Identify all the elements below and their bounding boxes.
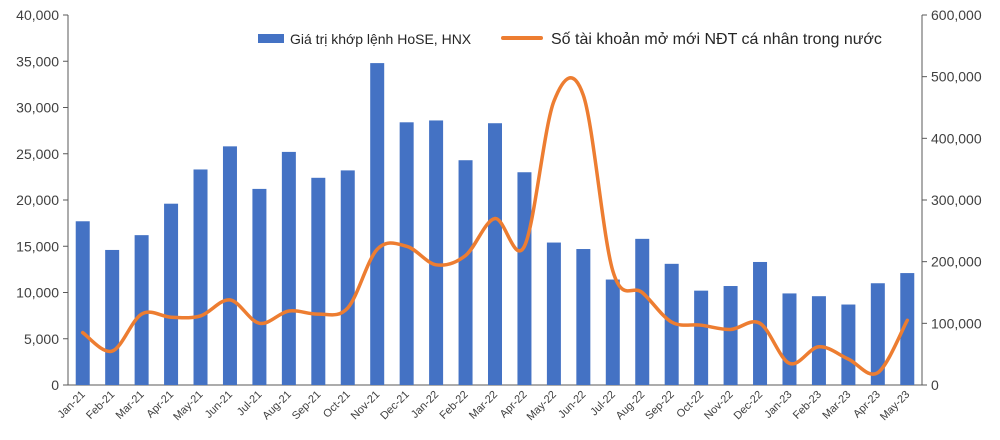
- bar: [281, 151, 296, 385]
- x-tick-label: Oct-21: [321, 389, 353, 421]
- x-tick-label: Aug-21: [260, 389, 294, 423]
- bar: [635, 238, 650, 385]
- x-tick-label: Jun-22: [556, 389, 588, 421]
- bar: [252, 188, 267, 385]
- x-tick-label: Feb-23: [791, 389, 824, 422]
- x-tick-label: Sep-22: [643, 389, 677, 423]
- bar: [105, 249, 120, 385]
- x-tick-label: Mar-23: [820, 389, 853, 422]
- y-tick-label: 5,000: [24, 331, 59, 347]
- x-tick-label: Jan-23: [762, 389, 794, 421]
- bar: [222, 146, 237, 385]
- x-tick-label: May-21: [171, 389, 205, 423]
- bar: [811, 296, 826, 385]
- x-tick-label: Jan-22: [409, 389, 441, 421]
- x-tick-label: Nov-21: [349, 389, 383, 423]
- bar: [546, 242, 561, 385]
- left-axis-ticks: 0 5,000 10,000 15,000 20,000 25,000 30,000 35,0…: [16, 7, 68, 393]
- bar: [694, 290, 709, 385]
- y2-tick-label: 400,000: [931, 130, 982, 146]
- x-tick-label: Nov-22: [702, 389, 736, 423]
- y-tick-label: 25,000: [16, 146, 59, 162]
- bar: [576, 249, 591, 385]
- legend-line-label: Số tài khoản mở mới NĐT cá nhân trong nư…: [551, 31, 882, 48]
- y2-tick-label: 200,000: [931, 254, 982, 270]
- y-tick-label: 20,000: [16, 192, 59, 208]
- bar: [841, 304, 856, 385]
- y-tick-label: 30,000: [16, 100, 59, 116]
- bar: [664, 263, 679, 385]
- y2-tick-label: 300,000: [931, 192, 982, 208]
- x-tick-label: Mar-21: [114, 389, 147, 422]
- y-tick-label: 0: [51, 377, 59, 393]
- bar: [340, 170, 355, 385]
- right-axis-ticks: 0 100,000 200,000 300,000 400,000 500,000 600,…: [922, 7, 982, 393]
- x-tick-label: Mar-22: [467, 389, 500, 422]
- x-tick-label: Dec-21: [378, 389, 412, 423]
- y2-tick-label: 100,000: [931, 315, 982, 331]
- x-tick-label: May-23: [878, 389, 912, 423]
- x-tick-label: Sep-21: [290, 389, 324, 423]
- bar: [164, 203, 179, 385]
- bar: [870, 283, 885, 385]
- bar-series: [75, 63, 915, 386]
- legend-bar-label: Giá trị khớp lệnh HoSE, HNX: [290, 31, 472, 47]
- line-series: [80, 76, 910, 376]
- bar: [399, 122, 414, 386]
- y-tick-label: 10,000: [16, 285, 59, 301]
- legend-bar-swatch: [258, 34, 284, 43]
- x-tick-label: Dec-22: [732, 389, 766, 423]
- y2-tick-label: 500,000: [931, 69, 982, 85]
- bar: [605, 279, 620, 385]
- y-tick-label: 35,000: [16, 53, 59, 69]
- bar: [488, 123, 502, 385]
- legend: Giá trị khớp lệnh HoSE, HNX Số tài khoản…: [258, 31, 882, 48]
- x-tick-label: Oct-22: [674, 389, 706, 421]
- bar: [458, 160, 473, 385]
- bar: [517, 172, 532, 385]
- bar: [782, 293, 797, 385]
- x-tick-label: Jan-21: [56, 389, 88, 421]
- bar: [311, 177, 326, 385]
- bar: [900, 273, 915, 385]
- bar: [75, 221, 90, 385]
- y-tick-label: 40,000: [16, 7, 59, 23]
- series-line: [80, 76, 910, 376]
- x-tick-label: May-22: [525, 389, 559, 423]
- y2-tick-label: 0: [931, 377, 939, 393]
- x-tick-label: Feb-21: [84, 389, 117, 422]
- bar: [134, 235, 149, 385]
- x-tick-label: Jun-21: [203, 389, 235, 421]
- bar: [370, 63, 385, 385]
- x-tick-label: Feb-22: [438, 389, 471, 422]
- bar: [429, 120, 444, 385]
- bar: [723, 286, 738, 385]
- bar: [193, 169, 208, 385]
- y-tick-label: 15,000: [16, 238, 59, 254]
- y2-tick-label: 600,000: [931, 7, 982, 23]
- x-tick-label: Aug-22: [614, 389, 648, 423]
